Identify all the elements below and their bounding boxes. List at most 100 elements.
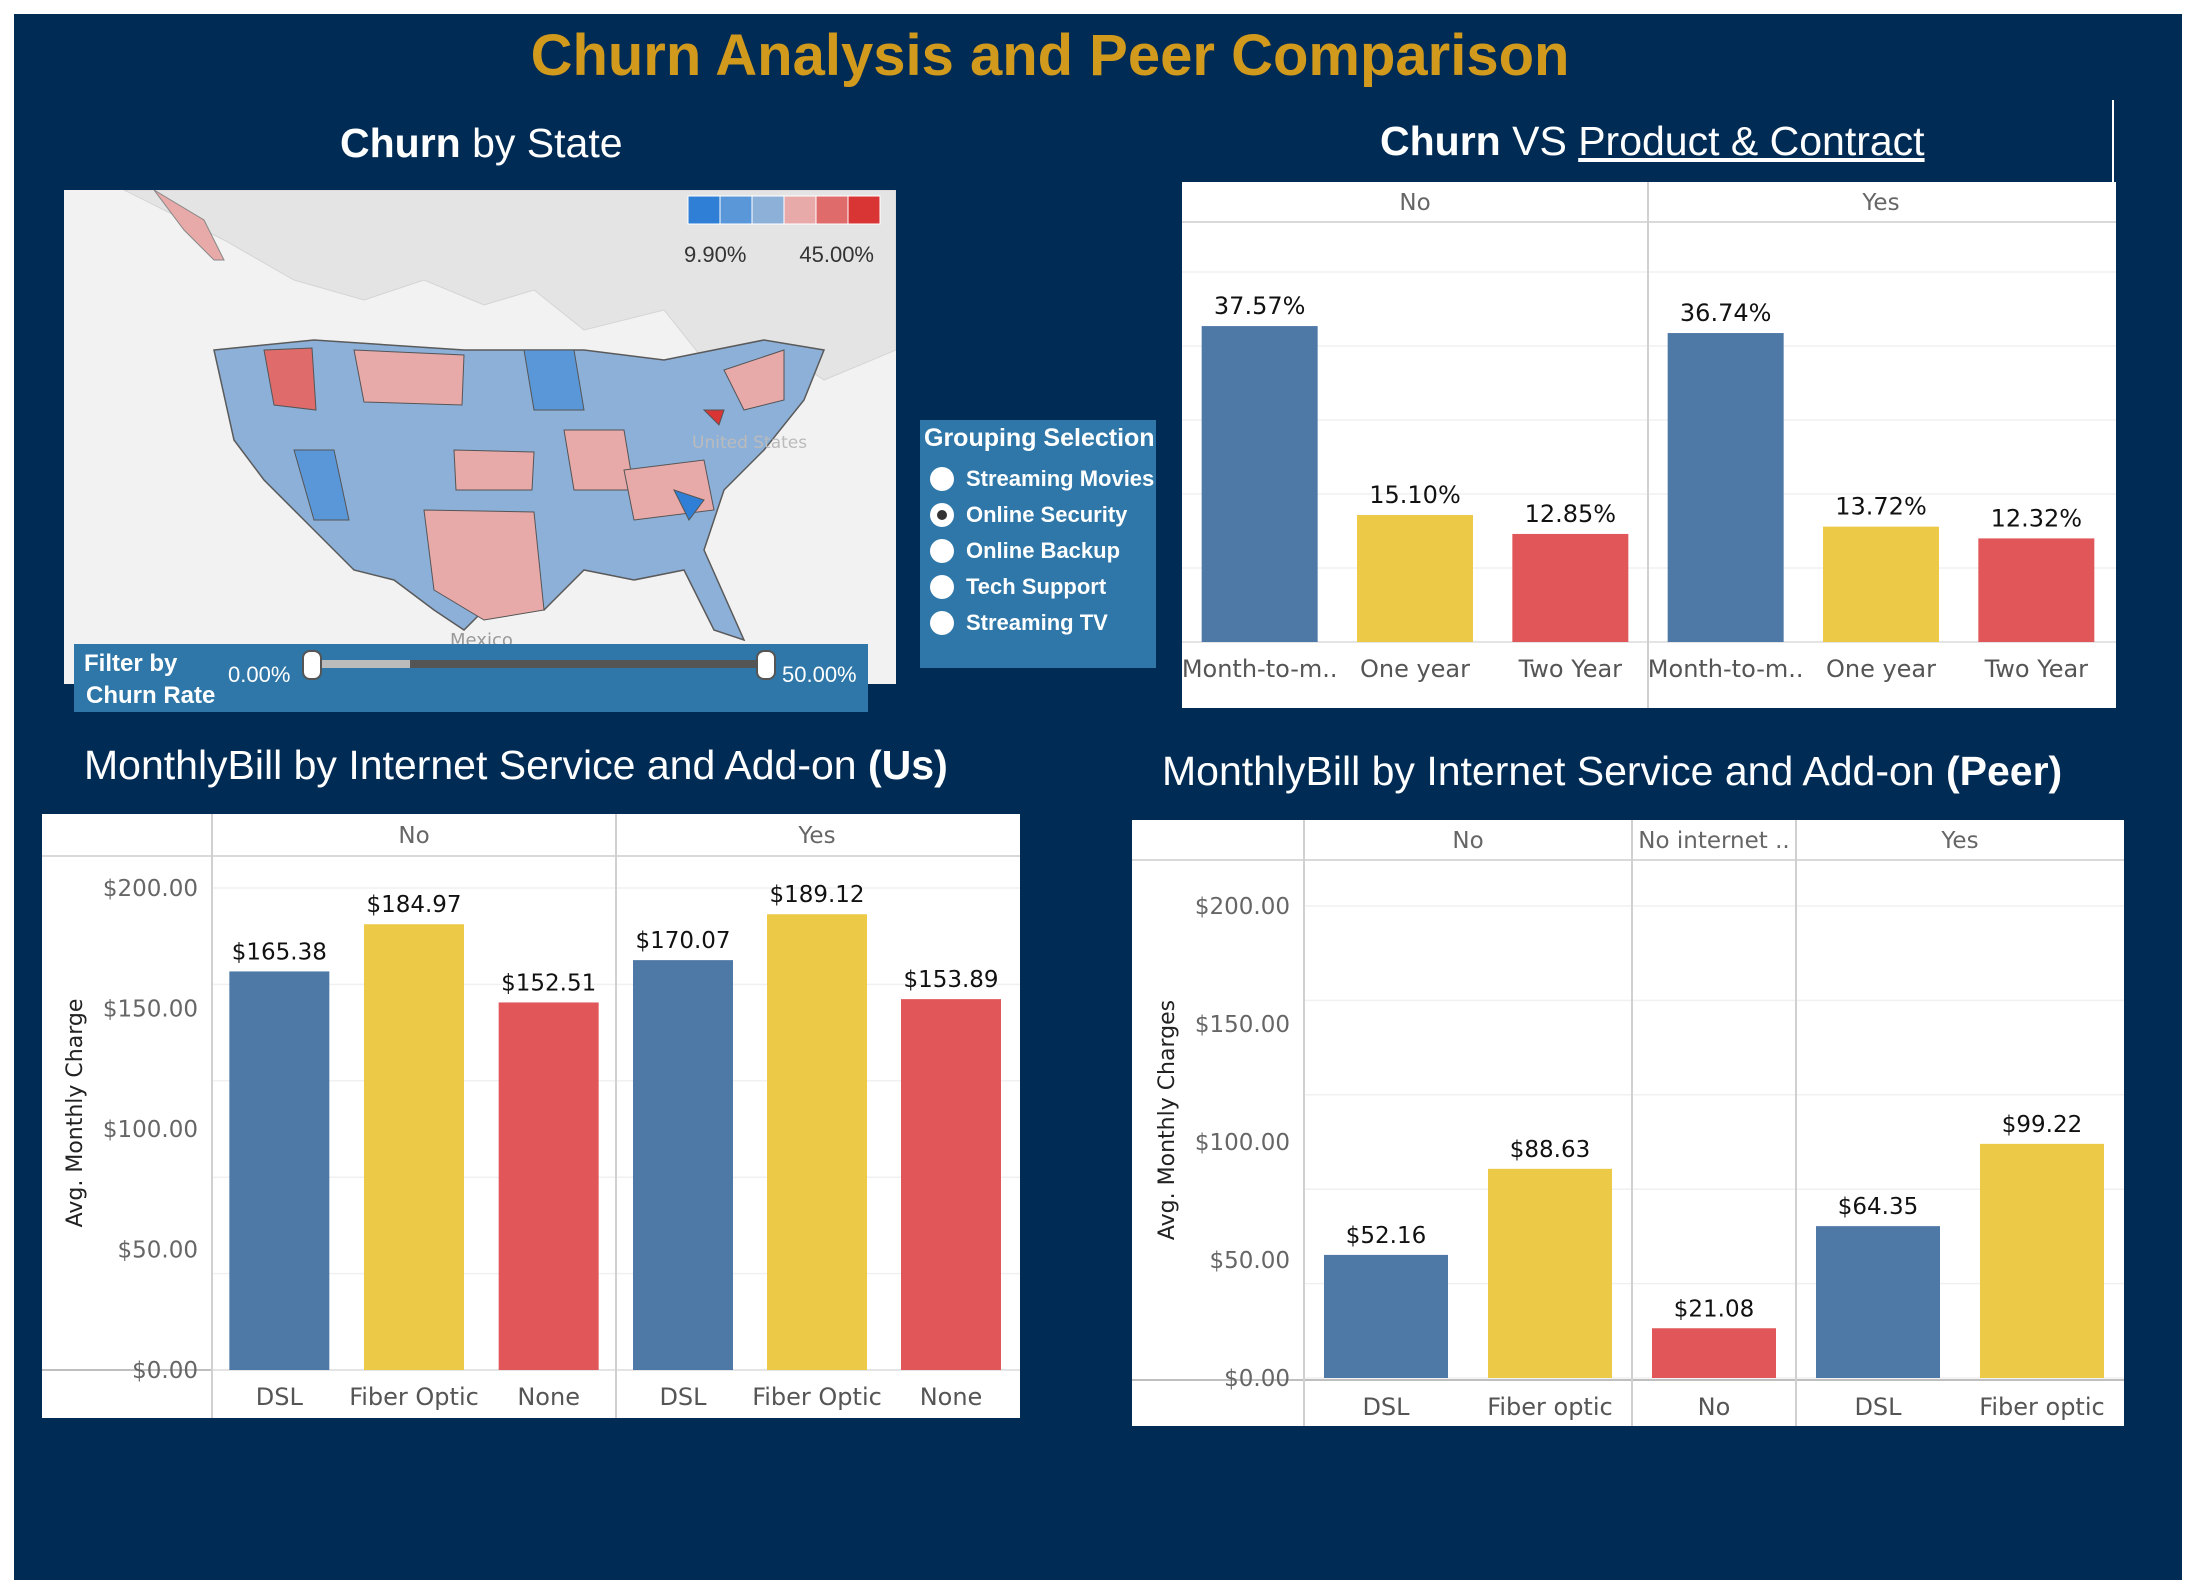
bar[interactable]: [1357, 515, 1473, 642]
bar[interactable]: [1201, 326, 1318, 642]
y-tick-label: $50.00: [118, 1238, 198, 1264]
y-tick-label: $150.00: [1195, 1012, 1290, 1038]
alaska-region: [153, 189, 225, 261]
churn-map[interactable]: United States Mexico: [64, 189, 897, 684]
state-montana[interactable]: [353, 349, 465, 406]
bar[interactable]: [1488, 1168, 1612, 1378]
option-label: Streaming Movies: [966, 466, 1155, 491]
bar-value-label: $152.51: [501, 970, 596, 996]
bar[interactable]: [364, 924, 464, 1370]
bar[interactable]: [633, 960, 733, 1370]
state-newengland[interactable]: [723, 349, 785, 411]
state-kentucky-region[interactable]: [623, 459, 715, 521]
legend-swatch: [815, 195, 849, 225]
peer-chart: $0.00 $50.00 $100.00 $150.00 $200.00 Avg. Mon…: [1132, 820, 2124, 1426]
map-section-title: Churn by State: [340, 120, 623, 167]
bar[interactable]: [498, 1002, 599, 1370]
map-legend: [687, 195, 881, 225]
option-online-security[interactable]: Online Security: [930, 498, 1127, 532]
peer-chart-panel: $0.00 $50.00 $100.00 $150.00 $200.00 Avg. Mon…: [1132, 820, 2124, 1426]
radio-online-backup[interactable]: [930, 539, 954, 563]
y-tick-label: $0.00: [132, 1358, 198, 1384]
option-label: Online Security: [966, 502, 1128, 527]
filter-min-handle[interactable]: [302, 650, 322, 680]
map-panel: United States Mexico 9.90% 45.00%: [64, 189, 897, 684]
state-nevada[interactable]: [293, 449, 350, 521]
radio-tech-support[interactable]: [930, 575, 954, 599]
option-streaming-tv[interactable]: Streaming TV: [930, 606, 1108, 640]
y-tick-label: $50.00: [1210, 1248, 1290, 1274]
bar[interactable]: [1667, 333, 1784, 642]
x-category-label: DSL: [1854, 1393, 1902, 1421]
bar[interactable]: [1823, 526, 1939, 642]
bar-value-label: $189.12: [769, 882, 864, 908]
filter-slider-range: [310, 660, 410, 668]
bar[interactable]: [1512, 533, 1629, 642]
group-header-label: No internet ..: [1638, 828, 1789, 854]
canada-land: [123, 189, 897, 381]
option-label: Tech Support: [966, 574, 1107, 599]
y-tick-label: $100.00: [1195, 1130, 1290, 1156]
state-washington[interactable]: [263, 347, 317, 411]
x-category-label: Two Year: [1518, 655, 1623, 683]
radio-streaming-tv[interactable]: [930, 611, 954, 635]
bar-value-label: $21.08: [1674, 1296, 1754, 1322]
bar-value-label: $165.38: [232, 939, 327, 965]
legend-swatch: [783, 195, 817, 225]
radio-streaming-movies[interactable]: [930, 467, 954, 491]
contract-title-mid: VS: [1500, 118, 1579, 164]
y-tick-label: $200.00: [1195, 894, 1290, 920]
option-online-backup[interactable]: Online Backup: [930, 534, 1120, 568]
group-header-label: Yes: [1940, 828, 1978, 854]
us-chart-panel: $0.00 $50.00 $100.00 $150.00 $200.00 Avg. Mon…: [42, 814, 1020, 1418]
legend-swatch: [847, 195, 881, 225]
churn-rate-filter: Filter by Churn Rate 0.00% 50.00%: [74, 644, 868, 712]
state-texas[interactable]: [423, 509, 545, 621]
y-tick-label: $150.00: [103, 997, 198, 1023]
legend-swatch: [719, 195, 753, 225]
filter-slider-track[interactable]: [310, 660, 770, 668]
filter-label-line1: Filter by: [84, 650, 178, 677]
state-rhode-island[interactable]: [702, 409, 725, 426]
legend-swatches: [687, 195, 881, 225]
group-header-label: Yes: [797, 823, 835, 849]
bar-value-label: 13.72%: [1835, 493, 1927, 521]
label-united-states: United States: [692, 433, 807, 453]
legend-swatch: [687, 195, 721, 225]
radio-online-security[interactable]: [930, 503, 954, 527]
bar[interactable]: [229, 971, 330, 1370]
filter-max-value: 50.00%: [782, 662, 857, 687]
bar[interactable]: [901, 999, 1001, 1370]
bar[interactable]: [767, 914, 867, 1370]
state-kansas[interactable]: [453, 449, 535, 491]
us-title-rest: MonthlyBill by Internet Service and Add-…: [84, 742, 868, 788]
bar[interactable]: [1816, 1226, 1940, 1378]
y-tick-label: $0.00: [1224, 1366, 1290, 1392]
product-contract-link[interactable]: Product & Contract: [1578, 118, 1925, 164]
bar[interactable]: [1978, 538, 2095, 642]
x-category-label: Two Year: [1984, 655, 2089, 683]
bar[interactable]: [1324, 1254, 1448, 1378]
contract-title-divider: [2112, 100, 2114, 182]
contract-title-bold: Churn: [1380, 118, 1501, 164]
bar-value-label: 36.74%: [1680, 299, 1772, 327]
x-category-label: One year: [1360, 655, 1470, 683]
bar-value-label: 12.85%: [1525, 500, 1617, 528]
option-tech-support[interactable]: Tech Support: [930, 570, 1106, 604]
x-category-label: No: [1698, 1393, 1731, 1421]
option-label: Streaming TV: [966, 610, 1108, 635]
x-category-label: Fiber optic: [1979, 1393, 2104, 1421]
x-category-label: DSL: [256, 1383, 304, 1411]
bar[interactable]: [1980, 1143, 2104, 1378]
state-illinois-region[interactable]: [563, 429, 635, 491]
option-streaming-movies[interactable]: Streaming Movies: [930, 462, 1154, 496]
state-minnesota[interactable]: [523, 349, 585, 411]
x-category-label: Month-to-m..: [1648, 655, 1804, 683]
us-title-bold: (Us): [868, 742, 948, 788]
state-south-carolina[interactable]: [673, 489, 705, 521]
legend-labels: 9.90% 45.00%: [684, 242, 874, 268]
bar[interactable]: [1652, 1328, 1776, 1378]
filter-max-handle[interactable]: [756, 650, 776, 680]
x-category-label: None: [517, 1383, 580, 1411]
contract-chart: No 37.57% Month-to-m.. 15.10% One year 12.85%…: [1182, 182, 2116, 708]
